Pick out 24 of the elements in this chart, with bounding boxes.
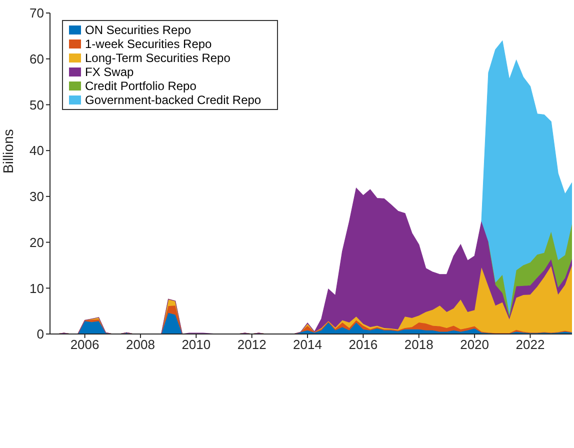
x-tick-label: 2016 [348,337,378,352]
legend-label: Credit Portfolio Repo [85,79,196,93]
x-tick-label: 2010 [182,337,211,352]
x-tick-label: 2018 [404,337,434,352]
legend-label: FX Swap [85,65,134,79]
y-tick-label: 10 [30,280,44,296]
y-tick-label: 70 [30,6,44,21]
y-tick-label: 60 [30,51,44,66]
x-tick-label: 2012 [237,337,266,352]
legend-label: ON Securities Repo [85,23,192,37]
x-tick-label: 2014 [293,337,322,352]
y-tick-label: 20 [30,234,44,250]
x-tick-label: 2006 [70,337,100,352]
y-tick-label: 0 [36,326,44,342]
x-tick-label: 2008 [126,337,155,352]
legend-label: Government-backed Credit Repo [85,93,262,107]
legend-label: Long-Term Securities Repo [85,51,230,65]
y-tick-label: 50 [30,97,44,112]
y-tick-label: 30 [30,189,44,204]
x-tick-label: 2020 [460,337,490,352]
y-tick-label: 40 [30,143,44,158]
legend-label: 1-week Securities Repo [85,37,212,51]
y-axis-title: Billions [0,129,16,174]
x-tick-label: 2022 [516,337,545,352]
